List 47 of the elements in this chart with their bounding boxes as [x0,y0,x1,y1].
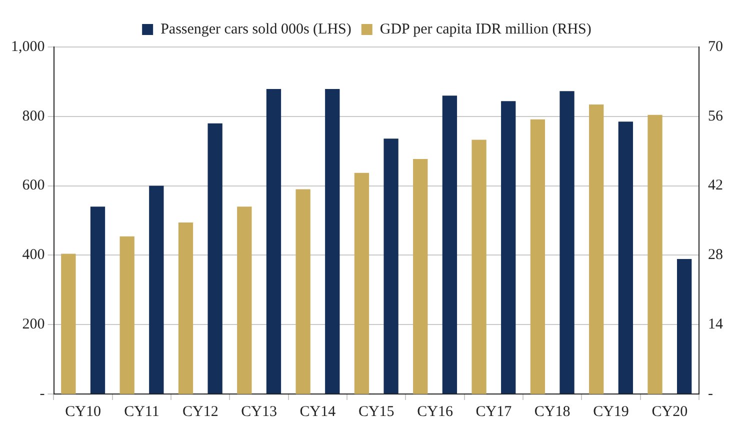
y-tick-label: 800 [22,108,45,124]
bar [442,96,458,394]
x-tick-label: CY17 [476,404,512,420]
bar [325,88,340,394]
bar [413,159,428,394]
bar [648,114,662,394]
x-tick-label: CY19 [593,404,629,420]
bar [354,172,370,394]
y-tick-label: 400 [22,247,45,264]
x-tick-label: CY13 [241,404,277,420]
y2-tick-label: 42 [708,178,723,194]
bar [589,104,604,394]
legend-label: Passenger cars sold 000s (LHS) [160,21,352,38]
bar [178,222,194,394]
x-tick-label: CY11 [124,404,160,420]
x-tick-label: CY16 [417,404,454,420]
legend-label: GDP per capita IDR million (RHS) [380,21,592,38]
bar [472,140,486,394]
x-tick-label: CY14 [300,404,336,420]
y-tick-label: 600 [22,178,45,194]
bar [384,138,398,394]
bar [120,236,134,394]
bar [501,101,516,394]
bar [266,88,282,394]
bar [618,122,634,394]
y2-tick-label: - [708,386,713,402]
y2-tick-label: 14 [708,316,724,333]
x-tick-label: CY10 [65,404,101,420]
bar [296,189,310,394]
x-tick-label: CY15 [358,404,394,420]
bar [208,123,222,394]
bar [530,119,546,394]
bar [61,254,76,394]
y2-tick-label: 28 [708,247,723,264]
y2-tick-label: 70 [708,38,723,55]
bar [677,259,692,394]
bar [560,91,574,394]
y-tick-label: 200 [22,316,45,333]
y-tick-label: - [40,386,45,402]
bar [90,206,106,394]
x-tick-label: CY12 [182,404,218,420]
y-tick-label: 1,000 [11,38,45,55]
x-tick-label: CY18 [534,404,570,420]
bar [237,206,252,394]
y2-tick-label: 56 [708,108,724,124]
x-tick-label: CY20 [652,404,688,420]
bar [149,186,164,394]
